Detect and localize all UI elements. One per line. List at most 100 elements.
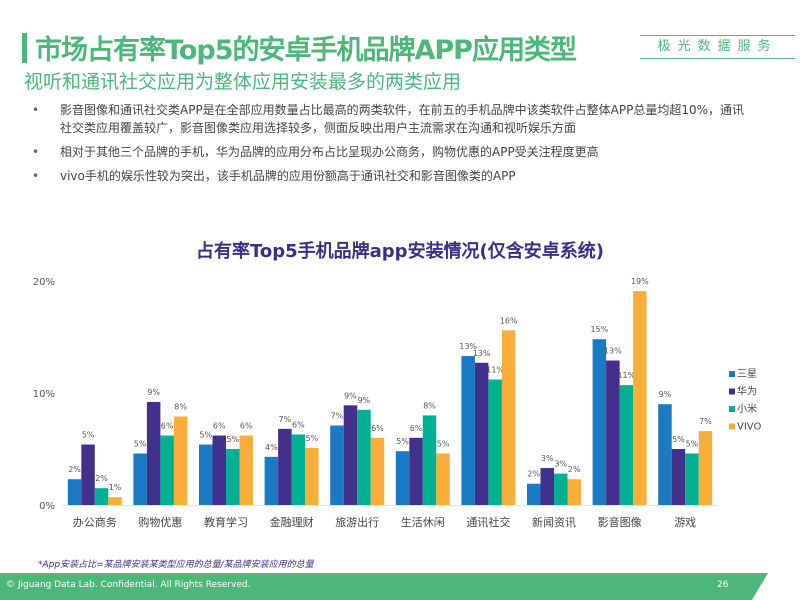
data-label: 8%	[174, 403, 187, 412]
bar-VIVO	[698, 431, 713, 505]
data-label: 6%	[292, 420, 305, 429]
data-label: 2%	[95, 474, 108, 483]
bar-华为	[343, 405, 358, 505]
bullet-item: vivo手机的娱乐性较为突出，该手机品牌的应用份额高于通讯社交和影音图像类的AP…	[32, 167, 752, 185]
data-label: 6%	[161, 422, 174, 431]
data-label: 9%	[659, 390, 672, 399]
data-label: 3%	[541, 454, 554, 463]
data-label: 16%	[500, 316, 518, 325]
bar-小米	[226, 449, 240, 505]
bar-VIVO	[567, 479, 581, 505]
bar-华为	[212, 435, 226, 505]
bar-华为	[409, 437, 423, 505]
bar-小米	[291, 434, 306, 505]
bar-华为	[474, 362, 489, 505]
data-label: 7%	[699, 417, 712, 426]
y-tick-label: 10%	[33, 389, 55, 400]
bar-三星	[461, 356, 475, 505]
page-title: 市场占有率Top5的安卓手机品牌APP应用类型	[35, 35, 577, 66]
bar-华为	[278, 428, 292, 505]
data-label: 6%	[213, 422, 226, 431]
data-label: 11%	[486, 366, 504, 375]
chart-title: 占有率Top5手机品牌app安装情况(仅含安卓系统)	[195, 241, 605, 262]
copyright-text: © Jiguang Data Lab. Confidential. All Ri…	[6, 580, 251, 590]
bullet-list: 影音图像和通讯社交类APP是在全部应用数量占比最高的两类软件，在前五的手机品牌中…	[32, 101, 752, 191]
bar-小米	[488, 379, 502, 505]
data-label: 13%	[459, 342, 477, 351]
data-label: 13%	[473, 349, 491, 358]
data-label: 5%	[305, 434, 318, 443]
bar-小米	[619, 385, 634, 505]
bar-三星	[67, 479, 82, 505]
data-label: 5%	[199, 431, 212, 440]
data-label: 15%	[590, 325, 608, 334]
bar-三星	[395, 451, 410, 505]
page-subtitle: 视听和通讯社交应用为整体应用安装最多的两类应用	[24, 71, 462, 93]
bar-VIVO	[633, 291, 647, 505]
x-tick-label: 办公商务	[73, 515, 117, 529]
bar-小米	[160, 435, 174, 505]
data-label: 5%	[134, 439, 147, 448]
data-label: 7%	[278, 415, 291, 424]
data-label: 3%	[554, 460, 567, 469]
x-tick-label: 教育学习	[204, 515, 248, 529]
bar-三星	[592, 339, 607, 505]
data-label: 9%	[147, 388, 160, 397]
x-tick-label: 旅游出行	[335, 515, 379, 529]
data-label: 9%	[358, 396, 371, 405]
bar-华为	[606, 360, 620, 505]
data-label: 19%	[631, 277, 649, 286]
bar-VIVO	[305, 447, 319, 505]
data-label: 7%	[331, 411, 344, 420]
data-label: 2%	[68, 465, 81, 474]
data-label: 5%	[82, 431, 95, 440]
x-tick-label: 通讯社交	[466, 515, 510, 529]
bar-三星	[527, 483, 541, 505]
bar-VIVO	[108, 497, 122, 505]
footer-band	[0, 573, 768, 600]
legend-swatch	[729, 423, 735, 430]
bullet-item: 影音图像和通讯社交类APP是在全部应用数量占比最高的两类软件，在前五的手机品牌中…	[32, 101, 752, 137]
data-label: 6%	[410, 424, 423, 433]
x-tick-label: 购物优惠	[138, 515, 182, 529]
bar-华为	[671, 449, 686, 505]
bar-小米	[554, 473, 568, 505]
data-label: 5%	[686, 439, 699, 448]
x-tick-label: 游戏	[674, 516, 696, 529]
bar-华为	[540, 468, 554, 505]
data-label: 4%	[265, 443, 278, 452]
legend-swatch	[729, 406, 735, 412]
bar-华为	[81, 444, 95, 505]
bar-VIVO	[173, 416, 188, 505]
bar-三星	[133, 453, 147, 505]
data-label: 13%	[604, 347, 622, 356]
data-label: 6%	[240, 422, 253, 431]
legend-swatch	[729, 388, 735, 395]
legend-label: 三星	[737, 368, 757, 380]
bar-三星	[330, 425, 344, 505]
bar-小米	[685, 453, 699, 505]
data-label: 5%	[396, 437, 409, 446]
data-label: 5%	[226, 435, 239, 444]
data-label: 6%	[371, 424, 384, 433]
bar-三星	[264, 456, 279, 505]
data-label: 5%	[437, 439, 450, 448]
bar-VIVO	[370, 437, 385, 505]
x-tick-label: 金融理财	[270, 515, 314, 529]
bar-三星	[658, 404, 672, 505]
bar-小米	[94, 488, 109, 505]
legend-label: 小米	[737, 402, 757, 415]
data-label: 9%	[344, 391, 357, 400]
bar-VIVO	[239, 435, 253, 505]
bar-华为	[146, 401, 161, 505]
y-tick-label: 0%	[39, 501, 55, 512]
bar-VIVO	[436, 453, 450, 505]
legend-swatch	[729, 371, 735, 377]
x-tick-label: 新闻资讯	[532, 515, 576, 529]
bar-小米	[422, 415, 437, 505]
bar-三星	[199, 444, 213, 505]
data-label: 1%	[109, 483, 122, 492]
brand-label: 极光数据服务	[640, 35, 795, 59]
title-accent-bar	[22, 33, 27, 63]
